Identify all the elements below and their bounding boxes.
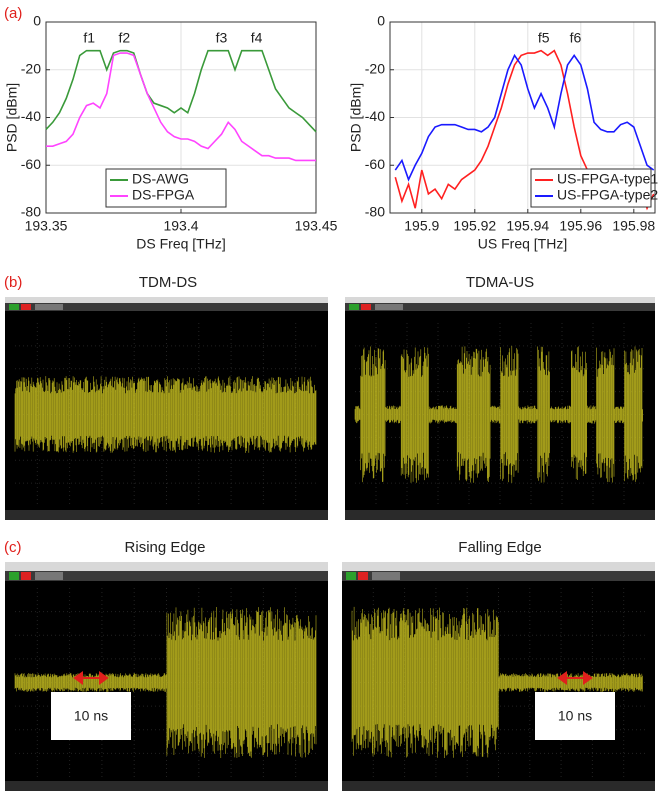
axes-frame [45, 21, 317, 214]
y-axis-label: PSD [dBm] [4, 83, 20, 152]
annotation: f2 [118, 29, 130, 45]
scope-bottom-bar [342, 781, 655, 791]
scope-run-button [9, 304, 19, 310]
x-tick-label: 195.92 [453, 218, 496, 234]
signal-trace [354, 345, 643, 483]
x-tick-label: 195.98 [612, 218, 655, 234]
panel-label: (b) [4, 274, 22, 291]
annotation: f4 [251, 29, 263, 45]
y-tick-label: -20 [365, 60, 385, 76]
axes-frame [389, 21, 656, 214]
scope-menubar [5, 562, 328, 571]
scope-stop-button [361, 304, 371, 310]
annotation: f1 [83, 29, 95, 45]
marker-box [51, 692, 131, 740]
scope-bottom-bar [345, 510, 655, 520]
x-tick-label: 195.94 [506, 218, 549, 234]
scope-title: TDMA-US [466, 274, 534, 291]
y-tick-label: -60 [21, 156, 41, 172]
scope-stop-button [21, 572, 31, 580]
scope-status [35, 304, 63, 310]
x-tick-label: 193.4 [163, 218, 198, 234]
legend-label: DS-FPGA [132, 187, 195, 203]
y-tick-label: -80 [21, 204, 41, 220]
scope-run-button [349, 304, 359, 310]
y-tick-label: -20 [21, 60, 41, 76]
signal-trace [14, 376, 317, 453]
scope-status [372, 572, 400, 580]
y-tick-label: -40 [21, 108, 41, 124]
x-tick-label: 195.96 [559, 218, 602, 234]
x-axis-label: US Freq [THz] [478, 236, 567, 252]
data-line [45, 49, 317, 133]
x-axis-label: DS Freq [THz] [136, 236, 225, 252]
y-tick-label: -60 [365, 156, 385, 172]
x-tick-label: 193.35 [25, 218, 68, 234]
signal-trace [351, 606, 643, 758]
annotation: f5 [538, 29, 550, 45]
x-tick-label: 195.9 [404, 218, 439, 234]
scope-bottom-bar [5, 781, 328, 791]
legend-label: DS-AWG [132, 171, 189, 187]
scope-menubar [345, 297, 655, 303]
double-arrow [557, 671, 593, 685]
scope-run-button [346, 572, 356, 580]
marker-box [535, 692, 615, 740]
legend-box [530, 168, 652, 208]
scope-stop-button [21, 304, 31, 310]
scope-stop-button [358, 572, 368, 580]
x-tick-label: 193.45 [295, 218, 338, 234]
scope-status [375, 304, 403, 310]
scope-title: TDM-DS [139, 274, 197, 291]
y-tick-label: -80 [365, 204, 385, 220]
scope-toolbar [5, 571, 328, 581]
scope-menubar [342, 562, 655, 571]
panel-label: (c) [4, 539, 22, 556]
y-tick-label: -40 [365, 108, 385, 124]
panel-label: (a) [4, 5, 22, 22]
scope-bottom-bar [5, 510, 328, 520]
annotation: f6 [570, 29, 582, 45]
y-tick-label: 0 [377, 13, 385, 29]
scope-toolbar [345, 303, 655, 311]
annotation: f3 [216, 29, 228, 45]
scope-run-button [9, 572, 19, 580]
scope-status [35, 572, 63, 580]
scope-toolbar [5, 303, 328, 311]
y-axis-label: PSD [dBm] [348, 83, 364, 152]
data-line [46, 52, 316, 162]
marker-label: 10 ns [558, 708, 592, 724]
double-arrow [73, 671, 109, 685]
legend-label: US-FPGA-type2 [557, 187, 658, 203]
scope-title: Rising Edge [125, 539, 206, 556]
data-line [394, 53, 655, 182]
scope-menubar [5, 297, 328, 303]
legend-box [105, 168, 227, 208]
legend-label: US-FPGA-type1 [557, 171, 658, 187]
scope-toolbar [342, 571, 655, 581]
marker-label: 10 ns [74, 708, 108, 724]
scope-title: Falling Edge [458, 539, 541, 556]
y-tick-label: 0 [33, 13, 41, 29]
